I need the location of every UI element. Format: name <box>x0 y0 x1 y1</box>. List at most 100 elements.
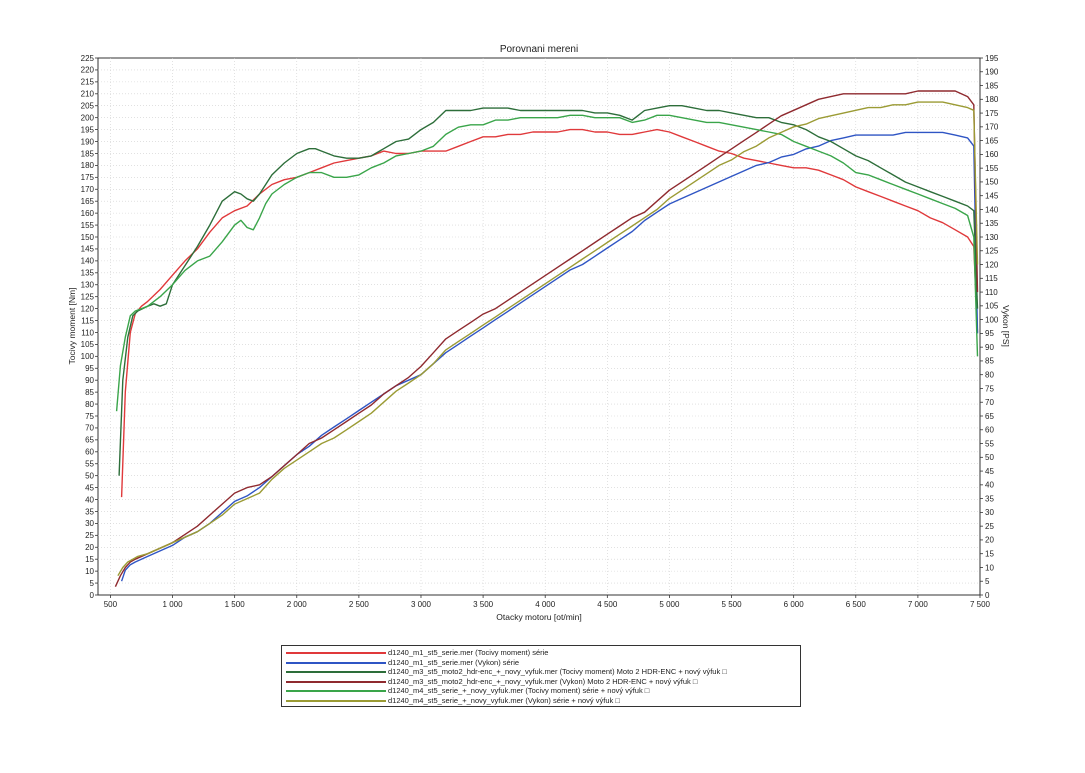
y2-axis-ticks: 0 5 10 15 20 25 30 35 40 45 50 55 60 65 70 75 80 85 90 95 10… <box>980 54 999 600</box>
legend-label: d1240_m3_st5_moto2_hdr-enc_+_novy_vyfuk.… <box>388 676 698 686</box>
y-tick-label: 170 <box>81 185 95 194</box>
x-tick-label: 7 000 <box>908 600 929 609</box>
y-tick-label: 225 <box>81 54 95 63</box>
y2-tick-label: 145 <box>985 191 999 200</box>
y2-tick-label: 155 <box>985 164 999 173</box>
y2-tick-label: 105 <box>985 302 999 311</box>
y2-tick-label: 120 <box>985 260 999 269</box>
y-tick-label: 30 <box>85 519 94 528</box>
x-axis-ticks: 500 1 000 1 500 2 000 2 500 3 000 3 500 4 000 4 … <box>104 595 991 609</box>
y2-tick-label: 140 <box>985 205 999 214</box>
y2-tick-label: 5 <box>985 577 990 586</box>
y-tick-label: 65 <box>85 436 94 445</box>
y2-tick-label: 65 <box>985 412 994 421</box>
series-line-5 <box>115 114 979 412</box>
y-axis-label: Tocivy moment [Nm] <box>67 288 77 365</box>
y2-tick-label: 80 <box>985 370 994 379</box>
series-line-1 <box>120 128 979 498</box>
y-tick-label: 120 <box>81 304 95 313</box>
y-tick-label: 175 <box>81 173 95 182</box>
plot-frame <box>97 57 981 596</box>
y-tick-label: 105 <box>81 340 95 349</box>
legend-swatch <box>286 661 386 664</box>
y2-tick-label: 175 <box>985 109 999 118</box>
y-tick-label: 200 <box>81 113 95 122</box>
legend-entry: d1240_m4_st5_serie_+_novy_vyfuk.mer (Toc… <box>282 686 800 696</box>
y-tick-label: 155 <box>81 221 95 230</box>
y2-tick-label: 170 <box>985 123 999 132</box>
y2-tick-label: 35 <box>985 494 994 503</box>
legend-swatch <box>286 652 386 654</box>
y-tick-label: 185 <box>81 149 95 158</box>
y-tick-label: 80 <box>85 400 94 409</box>
legend-swatch <box>286 680 386 683</box>
y-tick-label: 115 <box>81 316 94 325</box>
series-line-4 <box>114 90 979 587</box>
y2-tick-label: 90 <box>985 343 994 352</box>
y2-tick-label: 60 <box>985 426 994 435</box>
x-tick-label: 7 500 <box>970 600 991 609</box>
legend-label: d1240_m4_st5_serie_+_novy_vyfuk.mer (Toc… <box>388 686 650 696</box>
y2-tick-label: 130 <box>985 233 999 242</box>
y2-tick-label: 190 <box>985 68 999 77</box>
series-group <box>114 90 979 587</box>
legend-label: d1240_m4_st5_serie_+_novy_vyfuk.mer (Vyk… <box>388 695 620 705</box>
y2-tick-label: 125 <box>985 247 999 256</box>
y-tick-label: 75 <box>85 412 94 421</box>
y-tick-label: 110 <box>81 328 94 337</box>
y-tick-label: 85 <box>85 388 94 397</box>
y-tick-label: 95 <box>85 364 94 373</box>
y-tick-label: 70 <box>85 424 94 433</box>
legend-swatch <box>286 671 386 674</box>
legend-swatch <box>286 690 386 693</box>
legend-swatch <box>286 699 386 702</box>
x-tick-label: 4 500 <box>597 600 618 609</box>
legend: d1240_m1_st5_serie.mer (Tocivy moment) s… <box>281 645 801 707</box>
legend-entry: d1240_m1_st5_serie.mer (Tocivy moment) s… <box>282 648 800 658</box>
y2-tick-label: 135 <box>985 219 999 228</box>
series-line-6 <box>117 101 979 577</box>
y-tick-label: 90 <box>85 376 94 385</box>
y2-tick-label: 10 <box>985 563 994 572</box>
y2-tick-label: 115 <box>985 274 998 283</box>
y-tick-label: 135 <box>81 269 95 278</box>
y-tick-label: 140 <box>81 257 95 266</box>
y-tick-label: 125 <box>81 292 95 301</box>
y-tick-label: 40 <box>85 495 94 504</box>
y-tick-label: 210 <box>81 90 95 99</box>
y-tick-label: 60 <box>85 448 94 457</box>
y-tick-label: 150 <box>81 233 95 242</box>
y-tick-label: 50 <box>85 471 94 480</box>
x-tick-label: 3 500 <box>473 600 494 609</box>
x-tick-label: 3 000 <box>411 600 432 609</box>
series-line-3 <box>118 104 979 476</box>
y2-tick-label: 85 <box>985 357 994 366</box>
y-axis-ticks: 0 5 10 15 20 25 30 35 40 45 50 55 60 65 70 75 80 85 90 95 10… <box>81 54 98 600</box>
y2-tick-label: 180 <box>985 95 999 104</box>
legend-entry: d1240_m1_st5_serie.mer (Vykon) série <box>282 658 800 668</box>
y-tick-label: 35 <box>85 507 94 516</box>
y2-tick-label: 15 <box>985 549 994 558</box>
y2-tick-label: 0 <box>985 591 990 600</box>
y-tick-label: 0 <box>90 591 95 600</box>
x-tick-label: 5 000 <box>659 600 680 609</box>
y-tick-label: 130 <box>81 281 95 290</box>
y-tick-label: 45 <box>85 483 94 492</box>
x-tick-label: 2 000 <box>287 600 308 609</box>
y2-tick-label: 25 <box>985 522 994 531</box>
x-tick-label: 2 500 <box>349 600 370 609</box>
legend-entry: d1240_m4_st5_serie_+_novy_vyfuk.mer (Vyk… <box>282 696 800 706</box>
chart-title: Porovnani mereni <box>500 44 578 55</box>
legend-label: d1240_m1_st5_serie.mer (Tocivy moment) s… <box>388 648 549 657</box>
y-tick-label: 220 <box>81 66 95 75</box>
y2-tick-label: 160 <box>985 150 999 159</box>
y2-tick-label: 40 <box>985 481 994 490</box>
y2-tick-label: 150 <box>985 178 999 187</box>
y2-tick-label: 30 <box>985 508 994 517</box>
y-tick-label: 100 <box>81 352 95 361</box>
y2-axis-label: Vykon [PS] <box>1001 305 1011 347</box>
y-tick-label: 180 <box>81 161 95 170</box>
x-tick-label: 6 500 <box>846 600 867 609</box>
